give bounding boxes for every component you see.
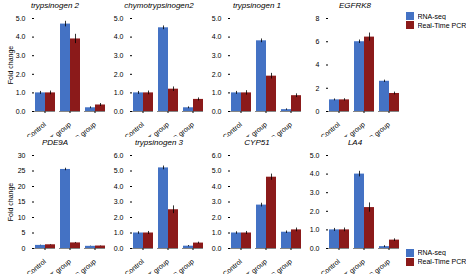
svg-text:CS group: CS group <box>266 121 294 137</box>
svg-text:5.0: 5.0 <box>212 167 222 174</box>
svg-text:4.0: 4.0 <box>114 33 124 40</box>
svg-text:6.0: 6.0 <box>212 152 222 159</box>
html-text:Real-Time PCR: Real-Time PCR <box>417 21 467 29</box>
svg-text:4.0: 4.0 <box>16 33 26 40</box>
svg-text:2.0: 2.0 <box>212 71 222 78</box>
html-text:chymotrypsinogen2: chymotrypsinogen2 <box>124 1 194 10</box>
svg-text:5.0: 5.0 <box>310 152 320 159</box>
html-text:LA4: LA4 <box>347 138 363 147</box>
svg-text:6.0: 6.0 <box>114 152 124 159</box>
svg-text:CS group: CS group <box>364 121 392 137</box>
svg-text:Control: Control <box>221 120 243 137</box>
svg-text:0.0: 0.0 <box>212 108 222 115</box>
svg-text:CT group: CT group <box>45 258 72 274</box>
svg-text:Control: Control <box>123 257 145 274</box>
svg-text:0.0: 0.0 <box>114 245 124 252</box>
svg-text:3.0: 3.0 <box>16 52 26 59</box>
svg-text:3.0: 3.0 <box>212 198 222 205</box>
svg-text:2.0: 2.0 <box>16 71 26 78</box>
svg-text:0.0: 0.0 <box>16 108 26 115</box>
html-text:RNA-seq: RNA-seq <box>417 12 446 20</box>
svg-text:CT group: CT group <box>143 121 170 137</box>
svg-text:0: 0 <box>316 108 320 115</box>
svg-text:CT group: CT group <box>143 258 170 274</box>
svg-text:0: 0 <box>22 245 26 252</box>
svg-text:1.0: 1.0 <box>310 226 320 233</box>
svg-text:CT group: CT group <box>241 258 268 274</box>
svg-text:4.0: 4.0 <box>212 183 222 190</box>
svg-text:2: 2 <box>316 84 320 91</box>
svg-text:0.0: 0.0 <box>114 108 124 115</box>
svg-text:4.0: 4.0 <box>212 33 222 40</box>
svg-text:5.0: 5.0 <box>16 15 26 22</box>
svg-text:25: 25 <box>18 167 26 174</box>
svg-text:CT group: CT group <box>339 258 366 274</box>
html-text:CYP51: CYP51 <box>244 138 270 147</box>
html-text:trypsinogen 1: trypsinogen 1 <box>233 1 281 10</box>
svg-text:15: 15 <box>18 198 26 205</box>
svg-text:2.0: 2.0 <box>114 71 124 78</box>
svg-text:2.0: 2.0 <box>310 208 320 215</box>
svg-text:4: 4 <box>316 61 320 68</box>
svg-text:CS group: CS group <box>168 258 196 274</box>
svg-text:CS group: CS group <box>266 258 294 274</box>
svg-text:1.0: 1.0 <box>114 229 124 236</box>
svg-text:Control: Control <box>25 257 47 274</box>
svg-text:Control: Control <box>319 257 341 274</box>
svg-text:CS group: CS group <box>364 258 392 274</box>
svg-text:Control: Control <box>221 257 243 274</box>
svg-text:8: 8 <box>316 15 320 22</box>
svg-text:3.0: 3.0 <box>114 198 124 205</box>
svg-text:0.0: 0.0 <box>212 245 222 252</box>
svg-text:5.0: 5.0 <box>114 167 124 174</box>
svg-text:6: 6 <box>316 38 320 45</box>
svg-text:20: 20 <box>18 183 26 190</box>
svg-text:CT group: CT group <box>339 121 366 137</box>
html-text:Real-Time PCR: Real-Time PCR <box>417 258 467 265</box>
html-text:trypsinogen 2: trypsinogen 2 <box>31 1 79 10</box>
svg-text:1.0: 1.0 <box>114 89 124 96</box>
svg-text:Control: Control <box>319 120 341 137</box>
svg-text:3.0: 3.0 <box>310 189 320 196</box>
svg-text:4.0: 4.0 <box>310 170 320 177</box>
svg-text:Control: Control <box>25 120 47 137</box>
svg-text:3.0: 3.0 <box>114 52 124 59</box>
svg-text:1.0: 1.0 <box>212 89 222 96</box>
svg-text:4.0: 4.0 <box>114 183 124 190</box>
svg-text:CT group: CT group <box>45 121 72 137</box>
svg-text:Fold change: Fold change <box>7 46 15 85</box>
svg-text:2.0: 2.0 <box>114 214 124 221</box>
svg-text:CS group: CS group <box>70 258 98 274</box>
html-text:RNA-seq: RNA-seq <box>417 249 446 256</box>
svg-text:5.0: 5.0 <box>212 15 222 22</box>
svg-text:30: 30 <box>18 152 26 159</box>
html-text:trypsinogen 3: trypsinogen 3 <box>135 138 183 147</box>
svg-text:1.0: 1.0 <box>212 229 222 236</box>
html-text:PDE9A: PDE9A <box>41 138 69 147</box>
html-text:EGFRK8: EGFRK8 <box>339 1 371 10</box>
svg-text:1.0: 1.0 <box>16 89 26 96</box>
svg-text:0.0: 0.0 <box>310 245 320 252</box>
svg-text:5.0: 5.0 <box>114 15 124 22</box>
svg-text:Control: Control <box>123 120 145 137</box>
svg-text:CS group: CS group <box>168 121 196 137</box>
svg-text:CT group: CT group <box>241 121 268 137</box>
svg-text:10: 10 <box>18 214 26 221</box>
svg-text:3.0: 3.0 <box>212 52 222 59</box>
svg-text:2.0: 2.0 <box>212 214 222 221</box>
svg-text:Fold change: Fold change <box>7 183 15 222</box>
svg-text:CS group: CS group <box>70 121 98 137</box>
svg-text:5: 5 <box>22 229 26 236</box>
